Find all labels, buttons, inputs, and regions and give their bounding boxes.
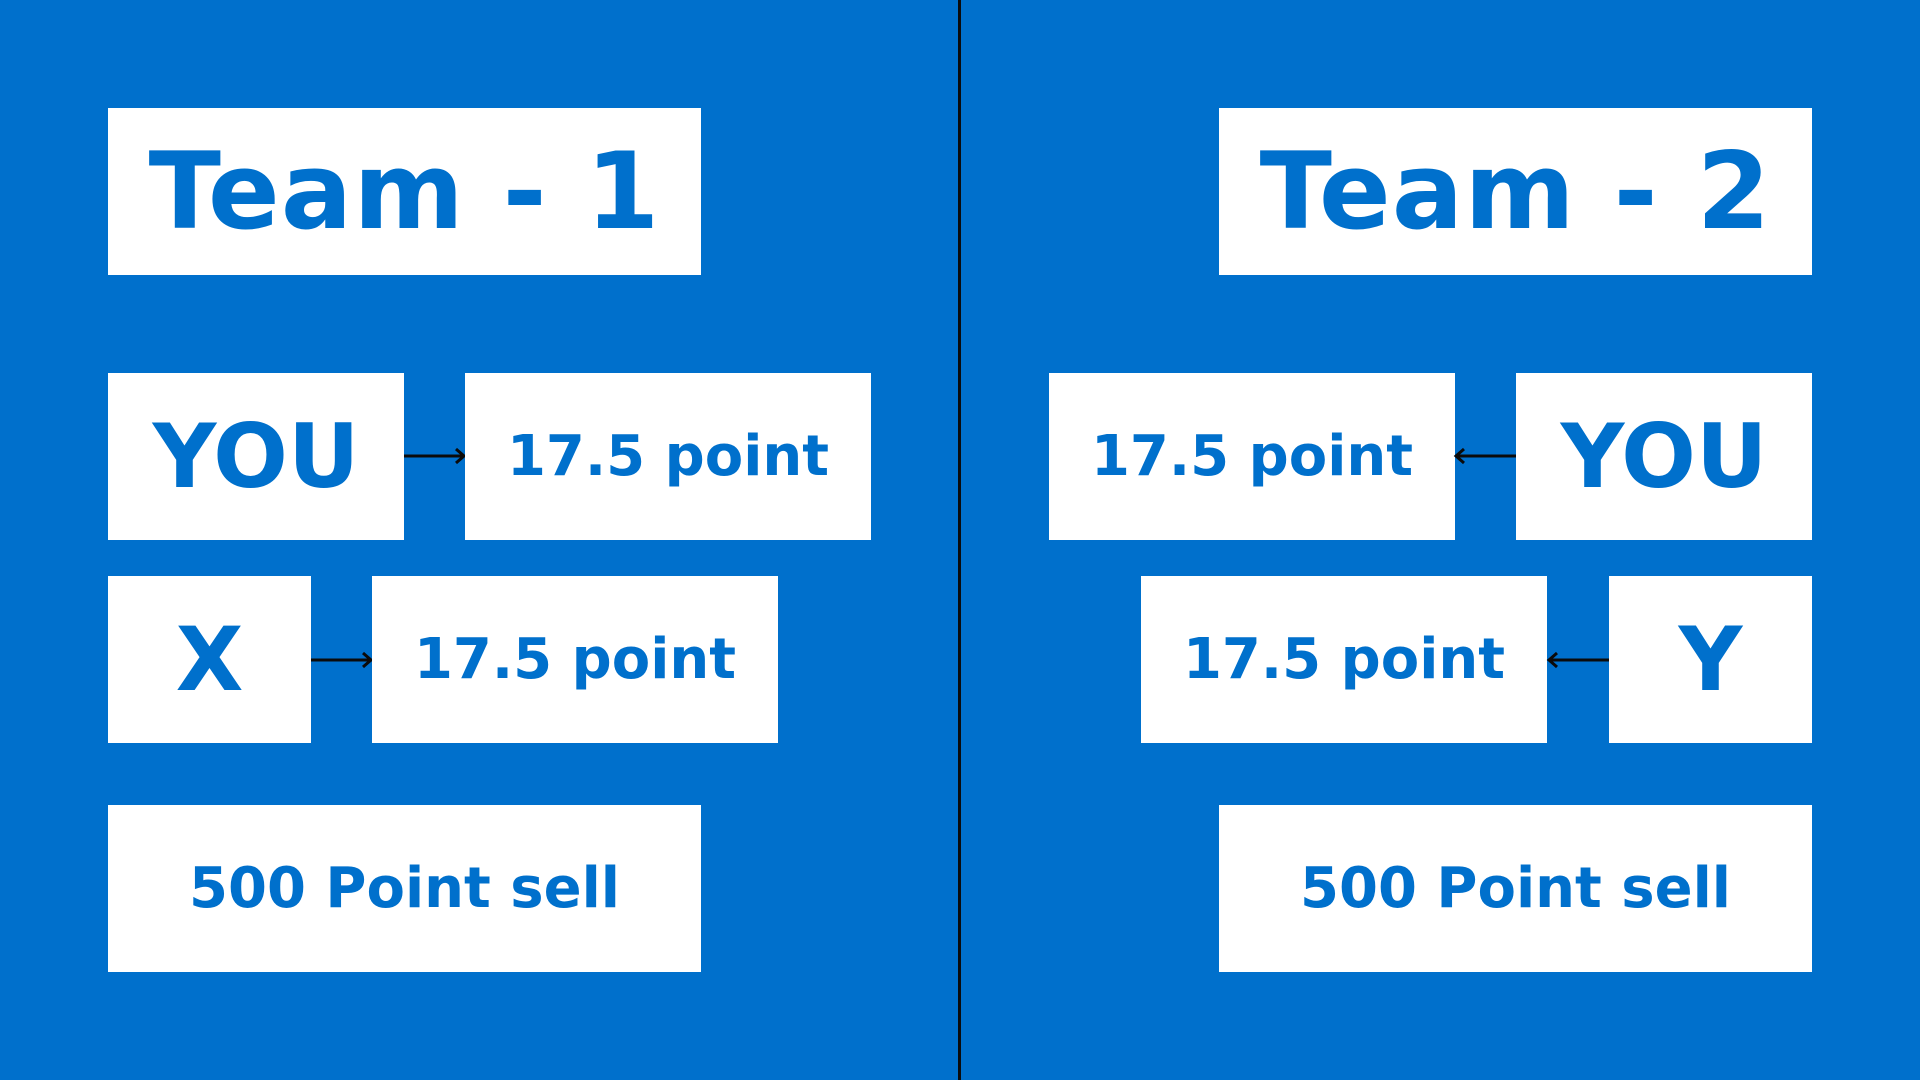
team1-you-box: YOU: [108, 373, 404, 540]
team1-you-points: 17.5 point: [465, 373, 871, 540]
team1-x-points: 17.5 point: [372, 576, 778, 743]
team2-sell-box: 500 Point sell: [1219, 805, 1812, 972]
team1-arrow-right-2: [311, 651, 374, 669]
team2-you-points: 17.5 point: [1049, 373, 1455, 540]
team2-arrow-left-1: [1453, 447, 1516, 465]
team2-you-box: YOU: [1516, 373, 1812, 540]
center-divider: [958, 0, 961, 1080]
team2-title: Team - 2: [1219, 108, 1812, 275]
team1-title: Team - 1: [108, 108, 701, 275]
team1-sell-box: 500 Point sell: [108, 805, 701, 972]
team2-arrow-left-2: [1546, 651, 1609, 669]
team1-x-box: X: [108, 576, 311, 743]
team2-y-points: 17.5 point: [1141, 576, 1547, 743]
team2-y-box: Y: [1609, 576, 1812, 743]
team1-arrow-right-1: [404, 447, 467, 465]
